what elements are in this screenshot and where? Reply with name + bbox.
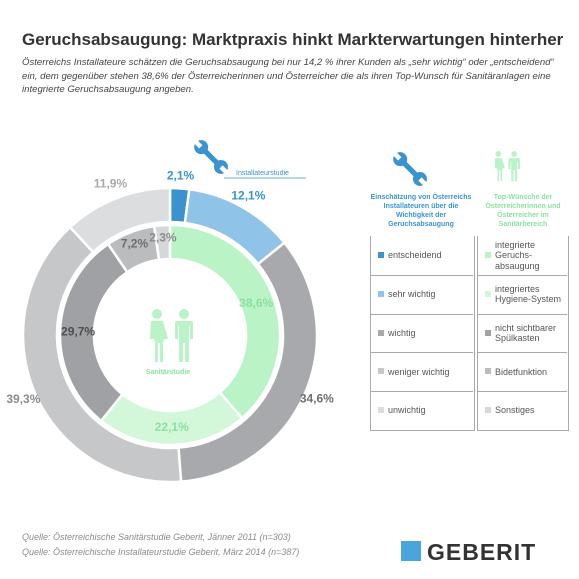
inner-label-4: 2,3% [149,230,177,244]
outer-label-4: 11,9% [94,176,128,190]
legend-left-swatch-3 [378,368,384,375]
legend-left-box [370,236,475,431]
outer-label-0: 2,1% [167,168,195,182]
inner-ring [58,223,282,447]
legend-right-box [477,236,569,431]
legend-left-swatch-2 [378,329,384,336]
legend-right-swatch-1 [485,290,491,297]
outer-labels: 2,1% 12,1% 34,6% 39,3% 11,9% [6,168,334,406]
legend-right-divider [477,352,567,354]
page-title: Geruchsabsaugung: Marktpraxis hinkt Mark… [22,30,564,49]
inner-label-1: 22,1% [155,420,189,434]
subtitle: Österreichs Installateure schätzen die G… [22,57,554,95]
inner-label-2: 29,7% [61,324,95,338]
wrench-icon [392,151,428,187]
legend-right-item-2: nicht sichtbarer Spülkasten [495,322,557,344]
legend-left-item-3: weniger wichtig [388,366,450,377]
legend-right-header: Top-Wünsche der Österreicherinnen und Ös… [485,194,561,228]
inner-label-0: 38,6% [239,296,273,310]
legend-right-item-4: Sonstiges [495,405,535,416]
source-2: Quelle: Österreichische Installateurstud… [22,547,300,557]
outer-ring [21,186,319,484]
outer-label-1: 12,1% [231,189,265,203]
legend-right-item-1: integriertes Hygiene-System [495,283,562,305]
legend-right-divider [477,274,567,276]
legend-right-item-0: integrierte Geruchs-absaugung [495,239,540,271]
legend-left-item-0: entscheidend [388,250,442,261]
outer-ring-label: Installateurstudie [236,170,289,177]
outer-label-2: 34,6% [300,392,334,406]
legend-right-swatch-4 [485,407,491,414]
woman-man-icon [494,151,520,182]
outer-slice-4 [68,186,172,254]
legend-left-item-2: wichtig [388,327,416,338]
legend-left-swatch-0 [378,252,384,258]
legend-left-swatch-4 [378,407,384,414]
legend-left-item-1: sehr wichtig [388,288,436,299]
logo-mark [401,541,421,561]
woman-man-icon [150,309,193,362]
source-1: Quelle: Österreichische Sanitärstudie Ge… [22,532,291,542]
legend-left-divider [370,391,473,393]
legend-left-divider [370,313,473,315]
inner-label-3: 7,2% [121,237,149,251]
inner-ring-label: Sanitärstudie [146,369,190,376]
legend-left-divider [370,274,473,276]
legend-right-divider [477,391,567,393]
legend-left-item-4: unwichtig [388,405,426,416]
outer-label-3: 39,3% [6,392,40,406]
legend-left-divider [370,352,473,354]
legend-left-swatch-1 [378,290,384,297]
wrench-icon [193,139,229,175]
legend-right-swatch-3 [485,368,491,375]
logo-text: GEBERIT [427,539,537,565]
legend-right-swatch-2 [485,329,491,336]
legend-right-item-3: Bidetfunktion [495,366,548,377]
inner-slice-0 [168,223,282,420]
legend-left-header: Einschätzung von Österreichs Installateu… [370,194,472,228]
legend-right-divider [477,313,567,315]
legend-right-swatch-0 [485,252,491,258]
inner-slice-4 [152,223,172,262]
inner-labels: 38,6% 22,1% 29,7% 7,2% 2,3% [61,230,273,434]
